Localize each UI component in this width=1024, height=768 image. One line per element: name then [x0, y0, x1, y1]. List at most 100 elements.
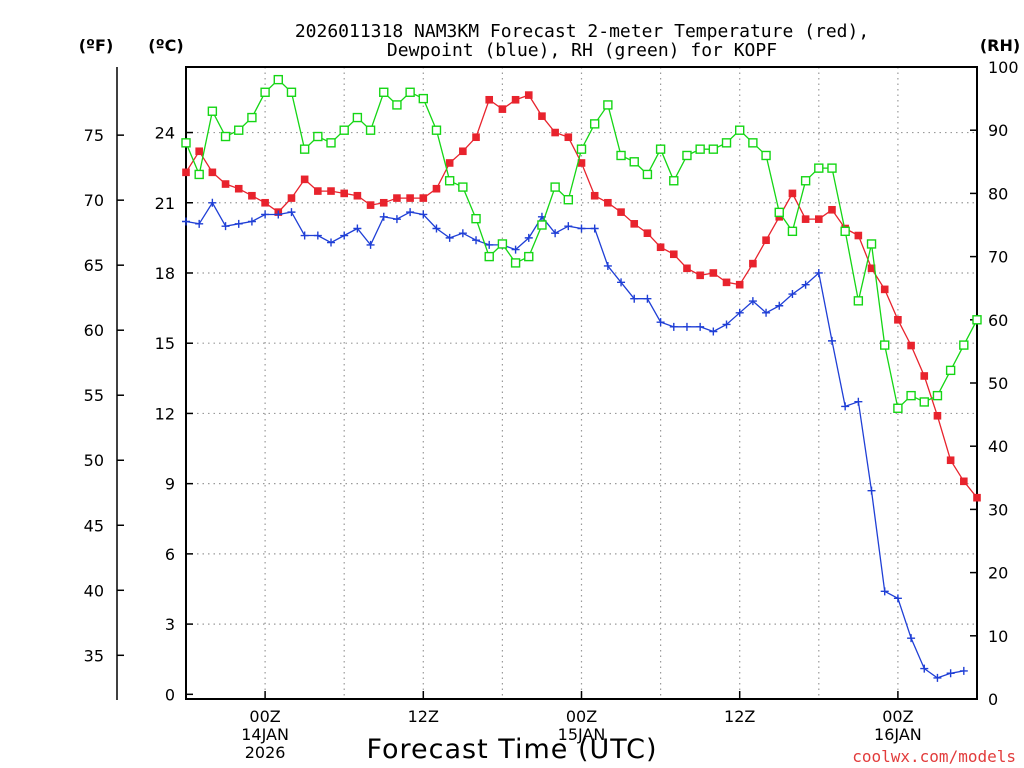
dewpoint-point [748, 297, 757, 306]
rh-tick-label: 40 [988, 437, 1008, 456]
fahrenheit-tick-label: 35 [84, 646, 104, 665]
temperature-point [801, 215, 810, 223]
dewpoint-point [814, 268, 823, 277]
temperature-point [393, 194, 401, 202]
rh-point [932, 390, 943, 401]
chart-title-line-2: Dewpoint (blue), RH (green) for KOPF [387, 40, 777, 61]
x-tick-label: 14JAN [241, 725, 289, 744]
dewpoint-point [669, 322, 678, 331]
x-tick-label: 12Z [408, 707, 439, 726]
dewpoint-point [827, 336, 836, 345]
axis-tick-labels: 35 40 45 50 55 60 65 70 75 0 3 6 9 12 15 18 21 24 0 10 20 30 4… [84, 58, 1019, 762]
celsius-tick-label: 6 [165, 545, 175, 564]
dewpoint-point [247, 217, 256, 226]
dewpoint-point [195, 219, 204, 228]
rh-point [972, 315, 982, 325]
dewpoint-point [577, 224, 586, 233]
dewpoint-point [353, 224, 362, 233]
rh-point [893, 403, 903, 413]
dewpoint-point [590, 224, 599, 233]
x-tick-label: 00Z [566, 707, 597, 726]
dewpoint-point [340, 231, 349, 240]
temperature-point [643, 229, 652, 237]
rh-tick-label: 20 [988, 564, 1008, 583]
rh-point [339, 125, 349, 135]
temperature-point [617, 208, 625, 216]
temperature-point [300, 175, 309, 184]
temperature-point [234, 184, 243, 193]
rh-point [497, 239, 508, 249]
dewpoint-point [643, 294, 652, 303]
temperature-point [907, 341, 915, 350]
fahrenheit-tick-label: 55 [84, 386, 104, 405]
fahrenheit-tick-label: 50 [84, 451, 104, 470]
dewpoint-line [185, 201, 964, 679]
celsius-tick-label: 15 [155, 334, 175, 353]
temperature-point [261, 198, 269, 207]
rh-point [181, 138, 191, 148]
temperature-point [524, 91, 533, 99]
x-tick-label: 2026 [245, 743, 286, 762]
temperature-point [248, 191, 256, 200]
dewpoint-point [603, 261, 612, 270]
rh-point [774, 207, 784, 218]
temperature-point [828, 205, 836, 214]
x-tick-label: 16JAN [874, 725, 922, 744]
temperature-point [933, 411, 942, 420]
temperature-point [353, 191, 362, 200]
fahrenheit-tick-label: 65 [84, 256, 104, 275]
rh-point [603, 100, 613, 110]
rh-point [220, 131, 231, 142]
rh-point [194, 169, 204, 180]
rh-tick-label: 50 [988, 374, 1008, 393]
dewpoint-point [564, 222, 573, 231]
rh-point [471, 213, 481, 224]
temperature-point [854, 231, 863, 240]
temperature-point [445, 159, 454, 167]
rh-point [589, 119, 600, 129]
rh-point [299, 144, 310, 154]
rh-point [352, 112, 363, 123]
dewpoint-point [274, 210, 283, 219]
dewpoint-point [907, 634, 916, 643]
dewpoint-point [630, 294, 639, 303]
rh-point [260, 87, 270, 97]
fahrenheit-tick-label: 60 [84, 321, 104, 340]
rh-point [880, 340, 890, 350]
temperature-point [472, 133, 480, 142]
temperature-point [340, 189, 348, 198]
dewpoint-point [801, 280, 810, 289]
rh-point [814, 163, 824, 173]
temperature-point [762, 236, 770, 245]
rh-point [959, 340, 969, 350]
temperature-point [432, 184, 441, 193]
dewpoint-point [682, 322, 691, 331]
celsius-tick-label: 24 [155, 124, 175, 143]
credit-link[interactable]: coolwx.com/models [852, 747, 1016, 766]
dewpoint-point [366, 240, 375, 249]
temperature-point [459, 147, 467, 156]
dewpoint-point [854, 397, 863, 406]
rh-point [906, 390, 916, 401]
temperature-point [735, 280, 744, 289]
temperature-point [722, 278, 731, 287]
rh-point [642, 169, 653, 180]
rh-point [629, 157, 639, 167]
rh-point [418, 93, 428, 104]
temperature-point [788, 189, 797, 198]
fahrenheit-unit-label: (ºF) [79, 36, 114, 55]
temperature-point [973, 493, 981, 502]
temperature-point [366, 201, 375, 209]
dewpoint-point [287, 208, 296, 217]
celsius-tick-label: 12 [155, 404, 175, 423]
temperature-point [630, 220, 639, 228]
temperature-point [709, 269, 718, 277]
dewpoint-point [511, 245, 520, 254]
dewpoint-point [788, 290, 797, 299]
rh-point [576, 144, 587, 154]
rh-tick-label: 90 [988, 121, 1008, 140]
dewpoint-point [300, 231, 309, 240]
rh-point [524, 251, 534, 262]
fahrenheit-tick-label: 75 [84, 126, 104, 145]
temperature-point [498, 105, 507, 113]
